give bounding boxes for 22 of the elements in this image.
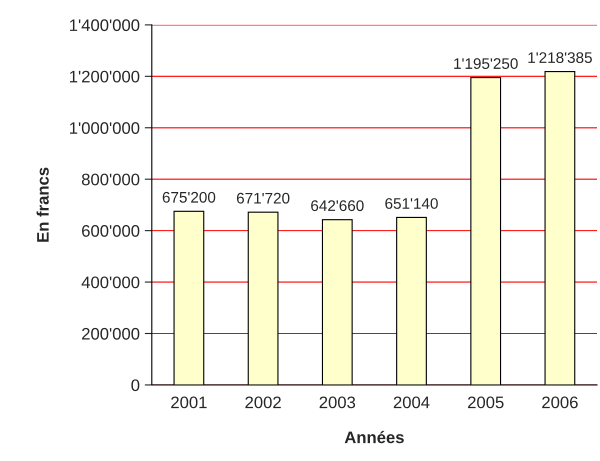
y-axis-title: En francs xyxy=(36,168,49,242)
x-tick-label: 2005 xyxy=(468,396,504,408)
x-axis-title: Années xyxy=(344,430,404,444)
x-tick-label: 2003 xyxy=(320,396,356,408)
data-label: 642'660 xyxy=(311,200,364,212)
x-tick-label: 2006 xyxy=(542,396,578,408)
y-tick-label: 400'000 xyxy=(82,276,140,288)
y-tick-label: 1'200'000 xyxy=(70,70,140,83)
data-label: 651'140 xyxy=(385,198,438,209)
y-tick-label: 0 xyxy=(131,379,140,392)
data-label: 1'218'385 xyxy=(528,52,592,64)
data-label: 675'200 xyxy=(162,192,216,203)
x-tick-label: 2001 xyxy=(171,396,207,408)
y-tick-label: 200'000 xyxy=(82,328,140,340)
x-tick-label: 2002 xyxy=(245,396,281,408)
data-label: 671'720 xyxy=(236,192,290,204)
y-tick-label: 800'000 xyxy=(82,174,140,186)
data-label: 1'195'250 xyxy=(454,58,518,69)
x-tick-label: 2004 xyxy=(394,396,430,408)
y-tick-label: 1'000'000 xyxy=(70,122,140,134)
y-tick-label: 1'400'000 xyxy=(70,19,140,32)
y-tick-label: 600'000 xyxy=(82,225,140,237)
